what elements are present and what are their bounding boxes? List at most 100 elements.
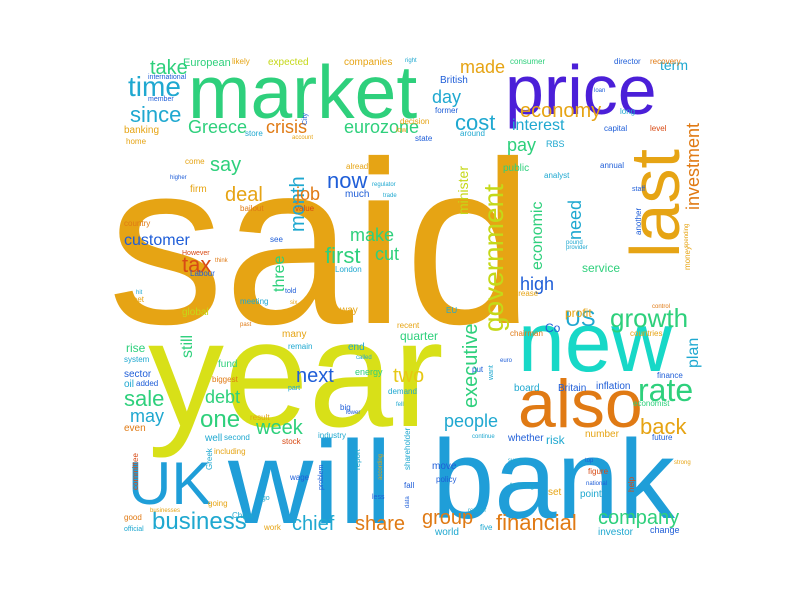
word-level: level [650, 124, 667, 133]
word-cut: cut [375, 244, 400, 264]
word-cost: cost [455, 110, 496, 135]
word-fell: fell [396, 402, 404, 408]
word-company: company [598, 507, 680, 529]
word-higher: higher [170, 175, 187, 181]
word-according: according [378, 453, 384, 480]
word-take: take [150, 57, 188, 79]
word-official: official [124, 526, 144, 533]
word-made: made [460, 57, 506, 77]
word-change: change [650, 525, 680, 535]
word-number: number [585, 429, 619, 440]
word-committee: committee [131, 453, 140, 490]
word-street: street [124, 295, 145, 304]
word-us: US [565, 306, 596, 331]
word-think: think [215, 258, 228, 264]
word-data: data [405, 496, 411, 508]
word-tax: tax [182, 252, 212, 277]
word-account: account [292, 135, 314, 141]
word-countries: countries [630, 329, 663, 338]
word-whether: whether [508, 433, 544, 444]
word-decision: decision [400, 117, 430, 126]
word-greek: Greek [205, 448, 214, 470]
word-good: good [124, 513, 142, 522]
word-market: market [188, 50, 418, 134]
word-group: group [422, 507, 474, 529]
word-wage: wage [290, 473, 310, 482]
word-risk: risk [546, 433, 565, 447]
word-big: big [340, 403, 351, 412]
word-growth: growth [610, 303, 689, 333]
word-energy: energy [355, 367, 383, 377]
word-bank: bank [432, 417, 675, 542]
word-sector: sector [124, 369, 152, 380]
word-may: may [130, 406, 165, 426]
word-put: put [472, 365, 484, 374]
word-new: new [518, 295, 673, 389]
word-going: going [208, 499, 228, 508]
word-say: say [210, 154, 242, 176]
word-deal: deal [225, 184, 263, 206]
word-result: result [250, 413, 270, 422]
word-profit: profit [565, 306, 592, 320]
word-finance: finance [657, 371, 683, 380]
word-job: job [296, 184, 321, 204]
word-end: end [348, 342, 365, 353]
word-sale: sale [124, 386, 165, 411]
word-day: day [432, 87, 462, 107]
word-economic: economic [529, 201, 546, 270]
word-top: top [585, 458, 594, 464]
word-trading: trading [510, 481, 535, 490]
word-around: around [460, 129, 485, 138]
word-set: set [548, 487, 562, 498]
word-want: want [488, 365, 495, 380]
word-back: back [640, 414, 687, 439]
word-investment: investment [683, 122, 703, 210]
word-plan: plan [685, 337, 702, 368]
word-fall: fall [404, 481, 415, 490]
word-including: including [214, 447, 246, 456]
word-stock: stock [282, 437, 301, 446]
word-government: government [478, 184, 509, 332]
word-low: low [396, 127, 407, 134]
word-euro: euro [500, 358, 513, 364]
word-last: last [616, 149, 694, 258]
word-help: help [627, 476, 636, 492]
word-second: second [224, 433, 250, 442]
word-report: report [353, 449, 362, 470]
word-retailer: retailer [468, 508, 487, 514]
word-much: much [345, 189, 370, 200]
word-increase: increase [508, 289, 539, 298]
word-provider: provider [566, 245, 588, 251]
word-annual: annual [600, 161, 625, 170]
word-now: now [327, 168, 368, 193]
word-work: work [264, 523, 281, 532]
word-eu: EU [446, 306, 458, 315]
word-european: European [183, 57, 231, 69]
word-biggest: biggest [212, 375, 238, 384]
word-international: international [148, 74, 187, 81]
word-right: right [405, 58, 417, 64]
word-minister: minister [455, 165, 471, 215]
word-one: one [200, 406, 241, 433]
word-control: control [652, 304, 671, 310]
word-interest: interest [512, 117, 565, 134]
word-people: people [444, 411, 499, 431]
word-future: future [652, 433, 673, 442]
word-economy: economy [520, 100, 602, 122]
word-country: country [124, 219, 151, 228]
word-rbs: RBS [546, 139, 565, 149]
word-pay: pay [507, 135, 537, 155]
word-recent: recent [397, 321, 420, 330]
word-time: time [128, 71, 181, 102]
word-firm: firm [190, 184, 207, 195]
word-another: another [634, 207, 643, 235]
word-called: called [356, 355, 372, 361]
word-first: first [325, 243, 361, 268]
word-regulator: regulator [372, 182, 396, 188]
word-part: part [288, 385, 301, 392]
word-store: store [245, 129, 263, 138]
word-term: term [660, 57, 688, 73]
word-many: many [282, 329, 307, 340]
word-three: three [271, 255, 288, 292]
